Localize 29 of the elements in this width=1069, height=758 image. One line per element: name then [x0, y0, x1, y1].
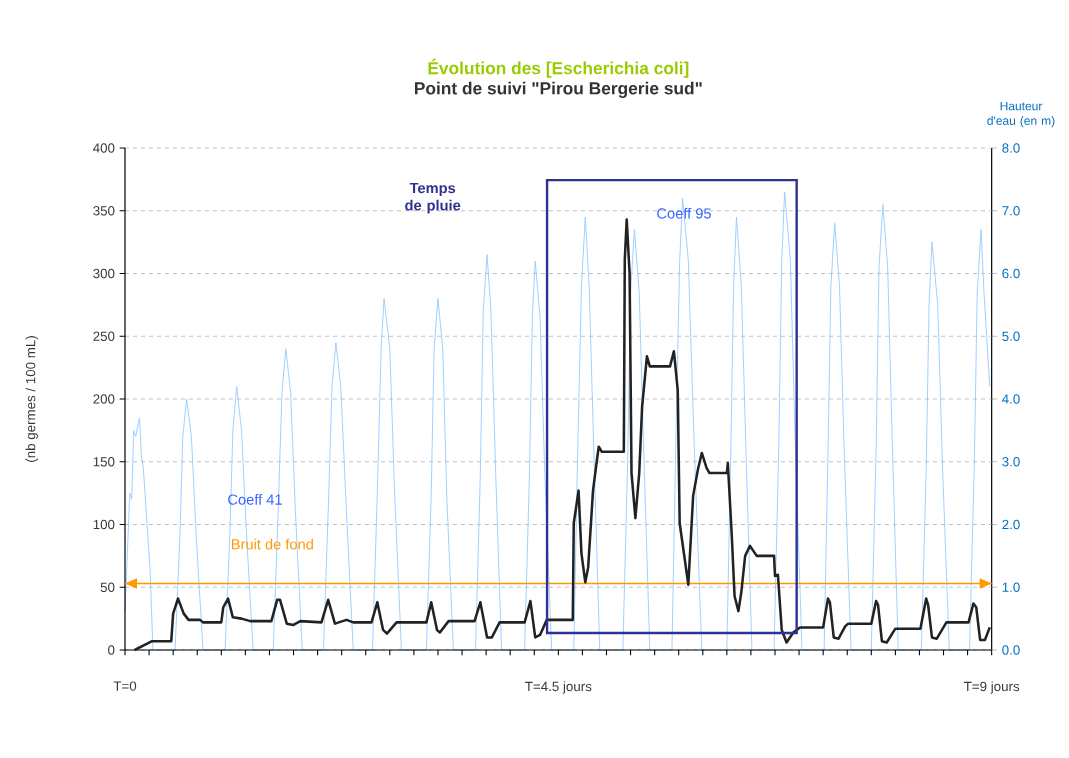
y-tick-label: 150 [93, 457, 115, 467]
annotation: Coeff 41 [228, 494, 282, 505]
y-tick-label: 200 [93, 394, 115, 404]
y2-tick-label: 6.0 [1002, 268, 1020, 279]
ref-line-label: Bruit de fond [231, 538, 313, 550]
y2-axis-title: Hauteur d'eau (en m) [987, 101, 1055, 128]
y2-tick-label: 3.0 [1002, 457, 1020, 467]
y2-tick-label: 5.0 [1002, 331, 1020, 341]
y-tick-label: 50 [100, 582, 115, 592]
chart-title: Évolution des [Escherichia coli] [428, 58, 689, 78]
annotation: Coeff 95 [657, 207, 711, 219]
y2-tick-label: 7.0 [1002, 206, 1020, 216]
chart-subtitle: Point de suivi "Pirou Bergerie sud" [414, 81, 702, 98]
y2-tick-label: 4.0 [1002, 394, 1020, 404]
y-axis-title: (nb germes / 100 mL) [25, 336, 38, 462]
y2-tick-label: 2.0 [1002, 519, 1020, 530]
y-tick-label: 250 [93, 331, 115, 341]
x-tick-label: T=0 [113, 681, 137, 691]
annotation: Temps de pluie [405, 182, 461, 214]
y-tick-label: 0 [108, 645, 115, 655]
y-tick-label: 400 [93, 143, 115, 153]
y2-tick-label: 1.0 [1002, 582, 1020, 592]
y-tick-label: 100 [93, 519, 115, 530]
x-tick-label: T=9 jours [963, 681, 1020, 694]
y-tick-label: 350 [93, 206, 115, 216]
y2-tick-label: 0.0 [1002, 645, 1020, 655]
y2-tick-label: 8.0 [1002, 143, 1020, 153]
x-tick-label: T=4.5 jours [525, 681, 592, 694]
y-tick-label: 300 [93, 268, 115, 279]
